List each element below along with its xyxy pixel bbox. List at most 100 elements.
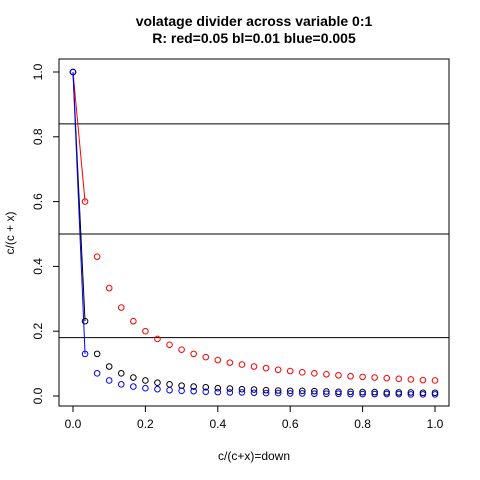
series-0-point-18 bbox=[286, 367, 294, 375]
series-2-point-2 bbox=[93, 370, 101, 377]
series-0-point-20 bbox=[311, 370, 318, 377]
series-2-point-9 bbox=[178, 387, 185, 395]
series-2-point-0 bbox=[69, 68, 77, 76]
series-0-point-8 bbox=[166, 341, 173, 349]
series-2-point-8 bbox=[166, 386, 173, 394]
y-tick-label-5: 1.0 bbox=[31, 63, 45, 80]
series-1-point-24 bbox=[359, 388, 366, 396]
series-1-point-28 bbox=[407, 389, 415, 396]
x-axis-label: c/(c+x)=down bbox=[218, 449, 290, 463]
series-0-point-15 bbox=[250, 363, 258, 370]
series-0-point-28 bbox=[407, 376, 415, 383]
series-2-point-3 bbox=[105, 377, 113, 384]
series-2-point-26 bbox=[383, 390, 391, 398]
series-1 bbox=[69, 68, 439, 397]
series-0-point-13 bbox=[226, 359, 234, 366]
chart-subtitle: R: red=0.05 bl=0.01 blue=0.005 bbox=[152, 30, 356, 46]
series-1-point-8 bbox=[166, 381, 173, 388]
series-1-point-12 bbox=[214, 384, 222, 392]
series-2-point-1 bbox=[81, 350, 89, 358]
series-2-point-15 bbox=[250, 389, 258, 397]
series-2-point-14 bbox=[238, 389, 246, 396]
x-tick-label-4: 0.8 bbox=[354, 417, 371, 431]
series-2-point-4 bbox=[117, 381, 125, 388]
series-1-point-17 bbox=[274, 387, 282, 394]
chart-title: volatage divider across variable 0:1 bbox=[136, 13, 373, 29]
series-1-point-20 bbox=[311, 387, 318, 395]
y-axis: 0.0 0.2 0.4 0.6 0.8 1.0 bbox=[31, 63, 59, 404]
series-2-point-18 bbox=[286, 390, 294, 397]
series-2-line bbox=[72, 71, 86, 354]
series-2-point-21 bbox=[323, 390, 330, 398]
series-0-point-30 bbox=[431, 377, 439, 384]
series-1-point-1 bbox=[81, 317, 89, 325]
series-1-point-23 bbox=[347, 388, 354, 396]
series-2-point-25 bbox=[371, 390, 378, 398]
y-tick-label-2: 0.4 bbox=[31, 258, 45, 275]
series-0-line bbox=[72, 71, 86, 202]
series-1-point-5 bbox=[130, 374, 137, 381]
series-2-point-5 bbox=[130, 383, 137, 390]
series-0-point-6 bbox=[142, 327, 149, 335]
series-1-point-6 bbox=[142, 377, 149, 384]
series-layer bbox=[69, 68, 439, 398]
series-1-point-22 bbox=[335, 388, 342, 396]
series-0-point-19 bbox=[298, 369, 306, 376]
series-1-point-7 bbox=[154, 379, 161, 387]
y-tick-label-1: 0.2 bbox=[31, 323, 45, 340]
series-2 bbox=[69, 68, 439, 398]
series-1-point-16 bbox=[262, 386, 270, 394]
series-0-point-12 bbox=[214, 356, 222, 364]
series-0-point-1 bbox=[81, 198, 89, 205]
series-1-point-14 bbox=[238, 385, 246, 393]
series-1-point-10 bbox=[190, 383, 197, 390]
series-1-point-18 bbox=[286, 387, 294, 395]
y-tick-label-0: 0.0 bbox=[31, 387, 45, 404]
y-axis-label: c/(c + x) bbox=[3, 211, 17, 254]
series-0-point-2 bbox=[93, 253, 101, 260]
x-tick-label-5: 1.0 bbox=[427, 417, 444, 431]
series-2-point-29 bbox=[419, 391, 427, 398]
series-2-point-20 bbox=[311, 390, 318, 398]
series-1-point-3 bbox=[105, 363, 113, 370]
y-tick-label-3: 0.6 bbox=[31, 193, 45, 210]
series-2-point-24 bbox=[359, 390, 366, 398]
series-2-point-10 bbox=[190, 387, 197, 395]
series-2-point-28 bbox=[407, 391, 415, 398]
series-1-point-13 bbox=[226, 385, 234, 392]
series-0-point-9 bbox=[178, 346, 185, 353]
series-1-point-2 bbox=[93, 350, 101, 358]
series-0-point-4 bbox=[117, 304, 125, 311]
series-2-point-17 bbox=[274, 389, 282, 397]
series-0-point-5 bbox=[130, 317, 137, 325]
series-0-point-14 bbox=[238, 361, 246, 368]
x-tick-label-2: 0.4 bbox=[209, 417, 226, 431]
series-0-point-22 bbox=[335, 371, 342, 379]
series-2-point-27 bbox=[395, 390, 403, 398]
series-0-point-10 bbox=[190, 350, 197, 358]
series-2-point-16 bbox=[262, 389, 270, 397]
series-1-point-19 bbox=[298, 387, 306, 395]
series-2-point-12 bbox=[214, 388, 222, 396]
series-0-point-21 bbox=[323, 370, 330, 378]
series-2-point-13 bbox=[226, 389, 234, 396]
series-0 bbox=[69, 68, 439, 384]
series-0-point-3 bbox=[105, 284, 113, 292]
series-0-point-23 bbox=[347, 372, 354, 380]
series-0-point-24 bbox=[359, 373, 366, 381]
series-2-point-23 bbox=[347, 390, 354, 398]
series-2-point-6 bbox=[142, 384, 149, 392]
series-0-point-17 bbox=[274, 366, 282, 374]
y-tick-label-4: 0.8 bbox=[31, 128, 45, 145]
series-1-point-21 bbox=[323, 388, 330, 395]
series-1-point-11 bbox=[202, 383, 210, 391]
x-tick-label-3: 0.6 bbox=[282, 417, 299, 431]
x-axis: 0.0 0.2 0.4 0.6 0.8 1.0 bbox=[65, 406, 444, 431]
series-0-point-27 bbox=[395, 375, 403, 383]
series-0-point-26 bbox=[383, 374, 391, 382]
series-0-point-25 bbox=[371, 374, 378, 381]
series-2-point-22 bbox=[335, 390, 342, 398]
series-2-point-11 bbox=[202, 388, 210, 396]
series-1-point-4 bbox=[117, 370, 125, 377]
